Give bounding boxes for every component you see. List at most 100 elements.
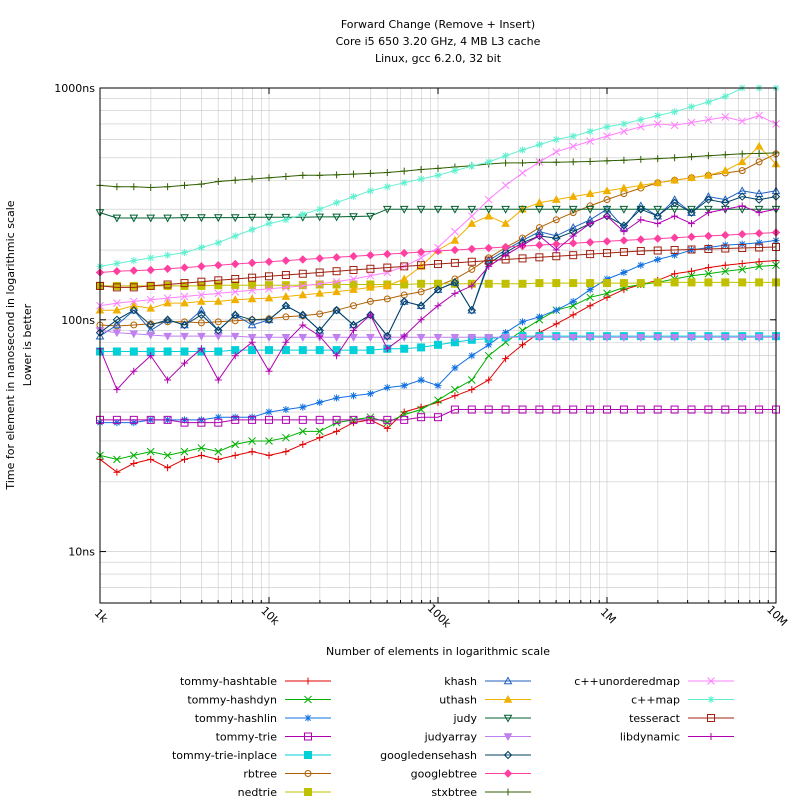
- data-point: [738, 278, 747, 287]
- data-point: [304, 788, 312, 796]
- legend-entry-libdynamic: libdynamic: [620, 731, 734, 744]
- data-point: [670, 121, 679, 130]
- data-point: [282, 313, 290, 321]
- data-point: [603, 289, 611, 298]
- data-point: [433, 205, 443, 214]
- legend-label: stxbtree: [431, 786, 477, 799]
- data-point: [671, 154, 679, 162]
- data-point: [602, 237, 612, 246]
- data-point: [248, 175, 256, 183]
- data-point: [737, 230, 747, 239]
- data-point: [468, 282, 476, 290]
- data-point: [502, 251, 510, 259]
- data-point: [484, 351, 493, 360]
- data-point: [383, 263, 392, 272]
- data-point: [468, 162, 476, 170]
- legend-label: judyarray: [424, 731, 478, 744]
- data-point: [112, 283, 121, 292]
- data-point: [704, 115, 713, 124]
- data-point: [265, 415, 273, 424]
- data-point: [113, 183, 121, 191]
- data-point: [214, 455, 222, 463]
- data-point: [434, 302, 442, 310]
- data-point: [704, 269, 713, 278]
- data-point: [417, 376, 425, 384]
- data-point: [113, 455, 121, 464]
- data-point: [298, 290, 308, 299]
- data-point: [181, 455, 188, 463]
- data-point: [417, 316, 425, 324]
- data-point: [248, 346, 257, 355]
- data-point: [754, 195, 764, 204]
- data-point: [399, 248, 409, 258]
- data-point: [349, 334, 358, 342]
- data-point: [247, 294, 257, 303]
- legend-label: tommy-trie: [216, 731, 278, 744]
- y-axis-label: Time for element in nanosecond in logari…: [4, 200, 34, 490]
- data-point: [180, 447, 189, 456]
- data-point: [670, 405, 679, 414]
- data-point: [704, 98, 712, 106]
- data-point: [720, 334, 730, 342]
- data-point: [265, 408, 273, 416]
- data-point: [754, 205, 764, 214]
- data-point: [501, 219, 510, 227]
- legend-label: tommy-hashtable: [180, 675, 277, 688]
- data-point: [637, 155, 645, 163]
- data-point: [518, 334, 527, 342]
- data-point: [147, 455, 155, 463]
- data-point: [535, 205, 544, 214]
- data-point: [585, 238, 595, 247]
- data-point: [113, 419, 121, 427]
- data-point: [248, 338, 256, 346]
- data-point: [400, 262, 409, 271]
- series-line: [99, 208, 776, 219]
- data-point: [265, 272, 273, 281]
- chart-title: Forward Change (Remove + Insert) Core i5…: [336, 18, 541, 65]
- data-point: [146, 281, 155, 290]
- data-point: [636, 204, 646, 214]
- data-point: [586, 127, 594, 135]
- data-point: [737, 157, 747, 166]
- data-point: [551, 231, 561, 240]
- data-point: [197, 444, 206, 452]
- data-point: [707, 714, 715, 722]
- data-point: [298, 415, 307, 424]
- data-point: [653, 234, 662, 243]
- data-point: [603, 212, 611, 220]
- data-point: [552, 405, 561, 414]
- data-point: [434, 382, 442, 390]
- data-point: [535, 232, 543, 240]
- data-point: [298, 427, 307, 436]
- data-point: [147, 352, 155, 360]
- data-point: [383, 345, 391, 353]
- data-point: [230, 259, 240, 269]
- data-point: [501, 242, 510, 252]
- x-axis-label: Number of elements in logarithmic scale: [326, 645, 550, 658]
- data-point: [316, 310, 324, 318]
- data-point: [230, 214, 240, 223]
- data-point: [350, 326, 357, 334]
- data-point: [585, 205, 595, 214]
- data-point: [450, 405, 459, 414]
- data-point: [231, 440, 240, 449]
- legend-label: tommy-hashlin: [195, 712, 277, 725]
- data-point: [333, 352, 341, 360]
- data-point: [350, 193, 357, 201]
- data-point: [146, 214, 156, 223]
- data-point: [265, 281, 273, 290]
- data-point: [434, 396, 442, 405]
- data-point: [721, 405, 730, 414]
- legend-label: nedtrie: [238, 786, 278, 799]
- data-point: [467, 376, 476, 384]
- data-point: [535, 141, 543, 149]
- legend-label: tesseract: [629, 712, 681, 725]
- data-point: [164, 376, 172, 384]
- data-point: [450, 258, 459, 267]
- data-point: [248, 286, 256, 295]
- data-point: [231, 352, 239, 360]
- data-point: [197, 214, 206, 223]
- data-point: [349, 252, 358, 261]
- data-point: [248, 448, 256, 456]
- data-point: [197, 305, 206, 314]
